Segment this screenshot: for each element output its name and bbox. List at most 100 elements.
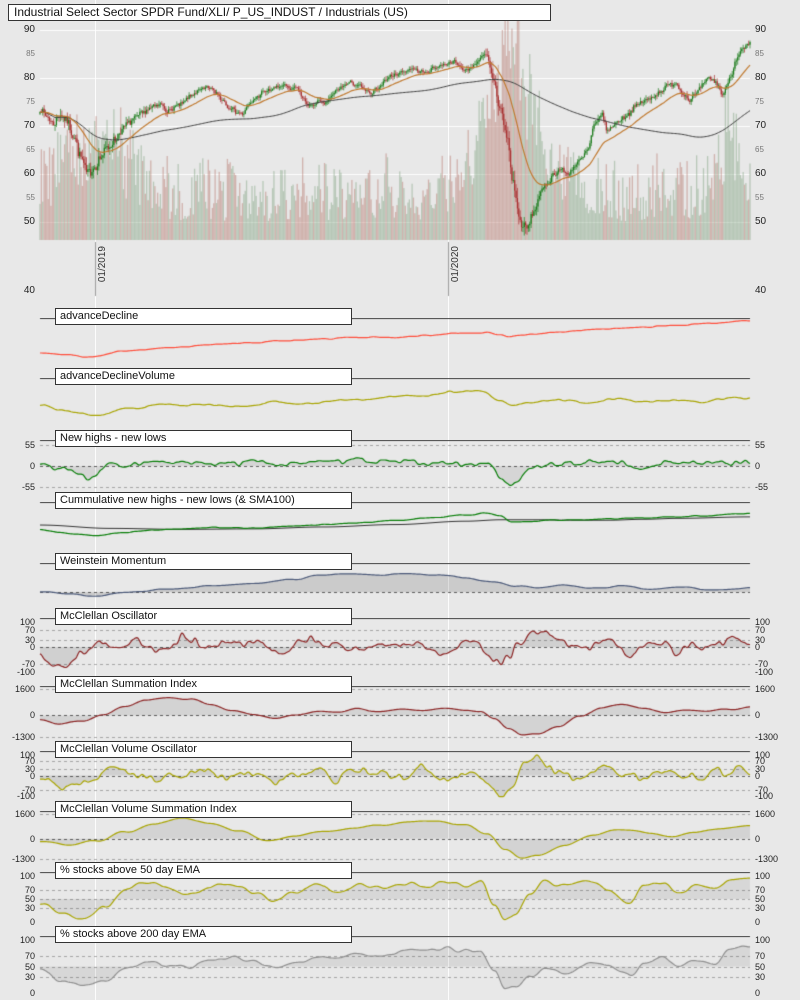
indicator-title: New highs - new lows [60,432,167,444]
indicator-axis-label: 70 [755,625,766,635]
indicator-axis-label: -70 [21,785,35,795]
indicator-title-box[interactable]: McClellan Volume Summation Index [55,801,352,818]
indicator-axis-right: 100 70 50 30 0 [753,935,798,998]
indicator-axis-label: 0 [755,834,761,844]
indicator-title-box[interactable]: % stocks above 200 day EMA [55,926,352,943]
indicator-axis-label: 30 [755,635,766,645]
indicator-axis-label: -100 [755,667,774,677]
price-axis-label-40-right: 40 [755,285,767,296]
indicator-title: McClellan Oscillator [60,610,158,622]
indicator-axis-label: 100 [755,871,771,881]
cumulative-nh-nl-panel[interactable]: Cummulative new highs - new lows (& SMA1… [0,492,800,550]
indicator-axis-label: 30 [24,972,35,982]
price-axis-right[interactable]: 40 90 80 70 60 50 85 75 65 55 [753,0,798,300]
indicator-axis-label: -70 [755,659,769,669]
mcclellan-oscillator-panel[interactable]: McClellan Oscillator 100 70 30 0 -70 -100 100… [0,608,800,677]
indicator-canvas[interactable] [0,378,800,430]
indicator-axis-label: 0 [29,461,35,471]
price-axis-label: 90 [755,24,767,35]
indicator-axis-label: 30 [24,903,35,913]
mcclellan-summation-panel[interactable]: McClellan Summation Index 1600 0 -1300 160… [0,676,800,742]
indicator-axis-label: 0 [29,771,35,781]
indicator-axis-label: 50 [755,962,766,972]
advance-decline-panel[interactable]: advanceDecline [0,308,800,368]
indicator-title-box[interactable]: % stocks above 50 day EMA [55,862,352,879]
indicator-axis-label: 0 [29,642,35,652]
indicator-axis-label: -1300 [11,732,35,742]
indicator-axis-label: 30 [755,903,766,913]
price-axis-label: 85 [26,49,35,58]
mcclellan-volume-oscillator-panel[interactable]: McClellan Volume Oscillator 100 70 30 0 -70-… [0,741,800,801]
price-axis-label: 55 [755,193,764,202]
price-axis-label: 80 [755,72,767,83]
instrument-title-box[interactable]: Industrial Select Sector SPDR Fund/XLI/ … [8,4,551,21]
indicator-axis-label: 0 [755,461,761,471]
indicator-axis-label: 50 [755,894,766,904]
indicator-canvas[interactable] [0,811,800,862]
indicator-axis-label: -100 [16,667,35,677]
price-axis-label: 85 [755,49,764,58]
indicator-axis-label: 100 [755,750,771,760]
advance-decline-volume-panel[interactable]: advanceDeclineVolume [0,368,800,430]
indicator-axis-label: -100 [16,791,35,801]
indicator-axis-label: 70 [755,756,766,766]
indicator-axis-label: 0 [755,710,761,720]
indicator-axis-label: -70 [21,659,35,669]
indicator-axis-label: 0 [29,834,35,844]
indicator-title: Cummulative new highs - new lows (& SMA1… [60,494,295,506]
indicator-canvas[interactable] [0,751,800,800]
indicator-canvas[interactable] [0,440,800,492]
indicator-title-box[interactable]: Weinstein Momentum [55,553,352,570]
price-panel[interactable]: Industrial Select Sector SPDR Fund/XLI/ … [0,0,800,300]
price-axis-label: 65 [26,145,35,154]
weinstein-momentum-panel[interactable]: Weinstein Momentum [0,553,800,603]
indicator-axis-right: 1600 0 -1300 [753,684,798,742]
indicator-title-box[interactable]: New highs - new lows [55,430,352,447]
indicator-title-box[interactable]: McClellan Summation Index [55,676,352,693]
indicator-axis-label: 70 [24,625,35,635]
indicator-title-box[interactable]: Cummulative new highs - new lows (& SMA1… [55,492,352,509]
indicator-axis-right [753,378,798,430]
indicator-axis-left [0,563,37,603]
price-axis-label: 50 [23,216,35,227]
price-axis-label: 50 [755,216,767,227]
mcclellan-volume-summation-panel[interactable]: McClellan Volume Summation Index 1600 0 -1… [0,801,800,864]
indicator-axis-label: 1600 [14,809,35,819]
indicator-axis-right [753,563,798,603]
new-highs-lows-panel[interactable]: New highs - new lows 55 0 -55 55 0 -55 [0,430,800,492]
indicator-title-box[interactable]: McClellan Volume Oscillator [55,741,352,758]
indicator-title-box[interactable]: advanceDecline [55,308,352,325]
date-axis-label-2019: 01/2019 [97,246,108,283]
indicator-axis-left: 1600 0 -1300 [0,809,37,864]
instrument-title: Industrial Select Sector SPDR Fund/XLI/ … [14,5,408,19]
indicator-title: Weinstein Momentum [60,555,167,567]
indicator-axis-label: 70 [24,756,35,766]
indicator-axis-label: 100 [19,750,35,760]
indicator-axis-right: 100 70 50 30 0 [753,871,798,927]
indicator-title: advanceDeclineVolume [60,370,175,382]
indicator-axis-label: 0 [29,917,35,927]
indicator-axis-left [0,378,37,430]
price-axis-label: 65 [755,145,764,154]
indicator-axis-label: 70 [24,951,35,961]
indicator-canvas[interactable] [0,618,800,676]
indicator-title-box[interactable]: McClellan Oscillator [55,608,352,625]
indicator-canvas[interactable] [0,872,800,926]
indicator-axis-label: 50 [24,894,35,904]
pct-above-50ema-panel[interactable]: % stocks above 50 day EMA 100 70 50 30 0 100… [0,862,800,927]
indicator-axis-label: 70 [755,885,766,895]
price-chart-canvas[interactable] [0,0,800,300]
indicator-canvas[interactable] [0,502,800,550]
price-axis-label: 70 [755,120,767,131]
indicator-title-box[interactable]: advanceDeclineVolume [55,368,352,385]
pct-above-200ema-panel[interactable]: % stocks above 200 day EMA 100 70 50 30 0 10… [0,926,800,998]
indicator-title: % stocks above 50 day EMA [60,864,201,876]
indicator-axis-left [0,502,37,550]
indicator-canvas[interactable] [0,686,800,740]
indicator-canvas[interactable] [0,318,800,368]
indicator-canvas[interactable] [0,936,800,997]
indicator-axis-right: 100 70 30 0 -70 -100 [753,617,798,677]
indicator-axis-label: 100 [19,617,35,627]
indicator-axis-label: 70 [755,951,766,961]
price-axis-left[interactable]: 40 90 80 70 60 50 85 75 65 55 [0,0,37,300]
